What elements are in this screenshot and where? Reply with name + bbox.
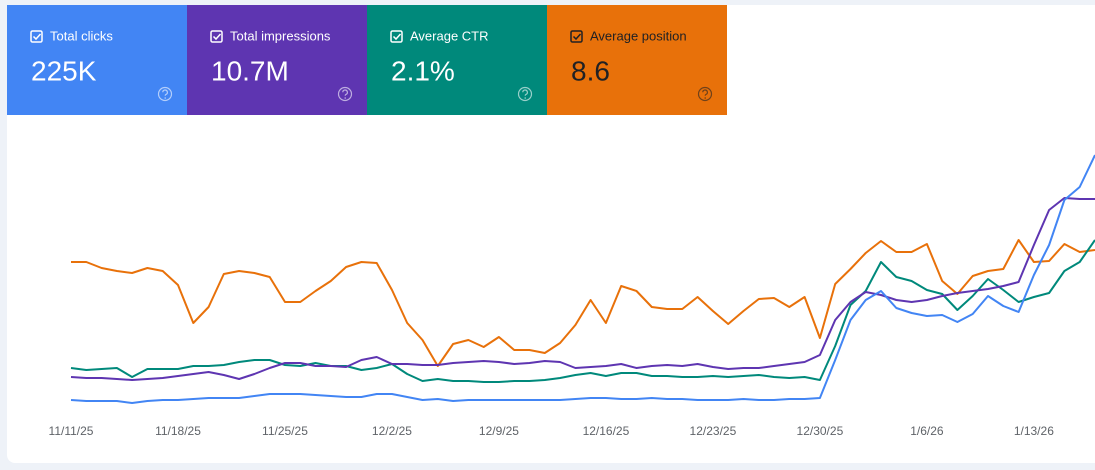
metric-value: 8.6 — [571, 55, 610, 86]
card-background — [367, 5, 547, 115]
x-tick-label: 11/25/25 — [262, 424, 308, 438]
metric-label: Average CTR — [410, 28, 489, 43]
card-background — [547, 5, 727, 115]
x-tick-label: 12/9/25 — [479, 424, 519, 438]
metric-cards: Total clicks 225K Total impressions 10.7M Av… — [7, 5, 727, 115]
series-line — [70, 239, 1095, 383]
help-icon[interactable] — [517, 86, 533, 102]
help-dot — [164, 97, 166, 99]
x-tick-label: 12/2/25 — [372, 424, 412, 438]
metric-card[interactable]: Average CTR 2.1% — [367, 5, 547, 115]
help-icon[interactable] — [697, 86, 713, 102]
metric-label: Total impressions — [230, 28, 331, 43]
metric-label: Total clicks — [50, 28, 113, 43]
metric-value: 10.7M — [211, 55, 289, 86]
series-line — [71, 239, 1095, 367]
metric-card[interactable]: Total impressions 10.7M — [187, 5, 367, 115]
x-tick-label: 12/23/25 — [690, 424, 737, 438]
checkmark — [32, 33, 42, 41]
x-tick-label: 1/13/26 — [1014, 424, 1054, 438]
checkbox[interactable] — [30, 30, 43, 43]
x-tick-label: 11/18/25 — [155, 424, 201, 438]
checkmark — [572, 33, 582, 41]
x-tick-label: 12/30/25 — [797, 424, 844, 438]
help-mark — [702, 89, 708, 96]
checkbox[interactable] — [570, 30, 583, 43]
x-axis: 11/11/25 11/18/25 11/25/25 12/2/25 12/9/25 12… — [49, 424, 1055, 438]
x-tick-label: 11/11/25 — [49, 424, 94, 438]
metric-label: Average position — [590, 28, 687, 43]
help-icon[interactable] — [337, 86, 353, 102]
checkbox[interactable] — [210, 30, 223, 43]
checkbox[interactable] — [390, 30, 403, 43]
metric-value: 225K — [31, 55, 97, 86]
metric-card[interactable]: Total clicks 225K — [7, 5, 187, 115]
x-tick-label: 12/16/25 — [583, 424, 630, 438]
x-tick-label: 1/6/26 — [910, 424, 944, 438]
help-dot — [344, 97, 347, 99]
metric-value: 2.1% — [391, 55, 455, 86]
card-background — [7, 5, 187, 115]
help-mark — [522, 89, 528, 96]
metric-card[interactable]: Average position 8.6 — [547, 5, 727, 115]
help-dot — [524, 97, 526, 99]
help-mark — [342, 89, 348, 96]
help-dot — [704, 97, 706, 99]
checkmark — [212, 33, 222, 41]
help-icon[interactable] — [157, 86, 173, 102]
series-line — [70, 197, 1095, 381]
help-mark — [162, 89, 168, 96]
series-line — [70, 154, 1095, 404]
card-background — [187, 5, 367, 115]
checkmark — [392, 33, 402, 41]
plot — [70, 154, 1095, 404]
